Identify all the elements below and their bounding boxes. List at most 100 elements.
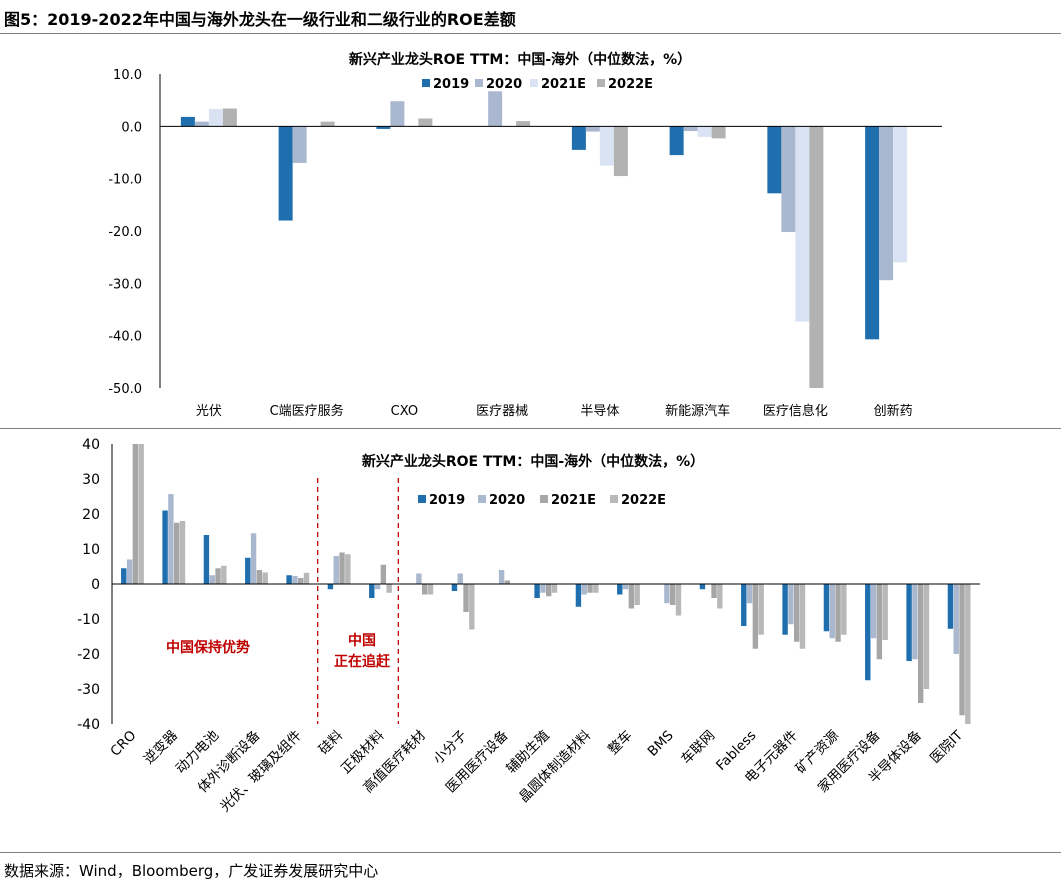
chart-bottom-bar-2021E-16 [794,584,800,642]
source-divider [0,852,1061,853]
chart-top-bar-2019-2 [376,126,391,129]
chart-top-bar-2019-1 [278,126,293,221]
chart-bottom-bar-2022E-10 [551,584,558,593]
chart-top-bar-2021E-6 [795,126,810,322]
chart-bottom-bar-2019-14 [699,584,706,590]
chart-bottom-bar-2021E-3 [256,570,263,584]
chart-top-bar-2019-4 [571,126,586,150]
chart-bottom-bar-2020-7 [416,573,422,584]
chart-top-legend-label-2020: 2020 [486,77,522,92]
chart-top-x-label: 医疗器械 [476,404,528,419]
chart-bottom-bar-2019-0 [121,568,127,584]
chart-top-y-tick: -10.0 [108,173,142,188]
chart-bottom-bar-2019-20 [947,584,954,629]
chart-top-x-label: CXO [391,404,418,419]
chart-bottom-bar-2022E-0 [138,444,144,584]
chart-bottom-title: 新兴产业龙头ROE TTM：中国-海外（中位数法，%） [362,453,704,470]
chart-bottom-bar-2020-1 [168,494,174,584]
chart-bottom-bar-2022E-16 [799,584,806,649]
chart-bottom-bar-2020-18 [870,584,877,639]
chart-bottom-y-tick: 30 [82,472,100,488]
chart-bottom-bar-2020-19 [912,584,918,660]
chart-bottom-bar-2021E-0 [132,444,139,584]
chart-bottom-bar-2021E-4 [298,578,304,584]
chart-bottom-bar-2020-13 [664,584,670,604]
chart-top-legend-swatch-2022E [597,79,605,87]
chart-bottom-bar-2019-15 [741,584,747,626]
title-underline [0,33,1061,34]
chart-bottom-bar-2021E-18 [876,584,883,660]
chart-top-bar-2020-1 [292,126,307,163]
chart-top-bar-2019-0 [180,116,195,127]
chart-top-x-label: C端医疗服务 [270,403,344,419]
chart-bottom-x-label: 硅料 [316,727,347,758]
chart-bottom-bar-2021E-13 [670,584,676,605]
chart-bottom-bar-2022E-13 [675,584,682,616]
chart-top-y-tick: -50.0 [108,382,142,397]
chart-bottom-bar-2022E-17 [841,584,847,635]
chart-top-bar-2020-2 [390,101,405,127]
chart-bottom-y-tick: -30 [77,682,100,698]
chart-bottom-bar-2019-17 [823,584,830,632]
chart-bottom-bar-2022E-5 [345,554,351,584]
chart-bottom-bar-2022E-8 [469,584,475,630]
chart-top-bar-2022E-1 [320,121,335,127]
chart-top-bar-2021E-5 [697,126,712,137]
chart-bottom-bar-2022E-18 [882,584,888,640]
chart-top-x-label: 新能源汽车 [665,403,730,419]
chart-bottom-bar-2019-1 [162,510,168,584]
chart-bottom-bar-2019-6 [369,584,375,598]
chart-bottom-legend-label-2022E: 2022E [621,493,666,508]
chart-top-bar-2021E-7 [893,126,908,263]
chart-bottom-bar-2020-16 [788,584,794,625]
chart-bottom-bar-2020-4 [292,575,298,584]
chart-bottom-bar-2020-10 [540,584,546,593]
chart-top-bar-2019-5 [669,126,684,156]
chart-bottom-y-tick: 10 [82,542,100,558]
chart-bottom-legend-label-2021E: 2021E [551,493,596,508]
chart-bottom-bar-2020-11 [581,584,587,595]
chart-top-bar-2019-7 [865,126,880,340]
source-note: 数据来源：Wind，Bloomberg，广发证券发展研究中心 [4,862,379,880]
chart-bottom-annotation-catchup-2: 正在追赶 [334,653,391,670]
chart-bottom-legend-label-2019: 2019 [429,493,465,508]
chart-bottom-y-tick: 0 [91,577,100,593]
chart-top-bar-2020-5 [683,126,698,132]
chart-bottom: 新兴产业龙头ROE TTM：中国-海外（中位数法，%） 40 30 20 10 0 -10 -… [0,430,1061,850]
chart-top-bar-2022E-0 [222,108,237,127]
chart-bottom-legend-label-2020: 2020 [489,493,525,508]
chart-bottom-svg: 新兴产业龙头ROE TTM：中国-海外（中位数法，%） 40 30 20 10 0 -10 -… [77,437,980,815]
chart-top-bar-2021E-4 [599,126,614,166]
chart-bottom-annotation-lead: 中国保持优势 [166,639,250,656]
chart-bottom-bar-2021E-5 [339,552,345,584]
chart-bottom-bar-2021E-1 [174,522,180,584]
chart-bottom-bar-2022E-12 [634,584,640,605]
chart-bottom-bar-2022E-14 [717,584,723,609]
chart-bottom-bar-2020-2 [209,575,215,584]
chart-bottom-bar-2022E-11 [593,584,599,593]
chart-top-x-label: 光伏 [196,404,222,419]
chart-bottom-bar-2022E-20 [965,584,971,724]
chart-bottom-x-label: CRO [107,728,139,760]
chart-bottom-bar-2020-5 [333,556,339,584]
chart-bottom-y-tick: 20 [82,507,100,523]
chart-bottom-legend-swatch-2019 [418,495,426,503]
chart-top-bar-2019-6 [767,126,782,194]
chart-bottom-legend-swatch-2022E [610,495,618,503]
chart-bottom-legend-swatch-2021E [540,495,548,503]
chart-top-legend-label-2019: 2019 [433,77,469,92]
chart-bottom-x-label: 整车 [604,727,635,758]
chart-top-y-tick: 10.0 [113,68,142,83]
chart-top-x-label: 医疗信息化 [763,403,828,419]
chart-top-y-tick: -30.0 [108,277,142,292]
chart-top-bar-2020-3 [488,91,503,127]
chart-bottom-bar-2021E-14 [711,584,717,598]
chart-bottom-bar-2022E-19 [923,584,930,689]
chart-bottom-bar-2022E-15 [758,584,764,635]
chart-bottom-bar-2022E-6 [386,584,392,593]
chart-top-y-tick: 0.0 [121,120,142,135]
chart-top-bar-2022E-6 [809,126,824,388]
chart-bottom-bar-2019-4 [286,575,292,584]
chart-bottom-bar-2019-16 [782,584,788,635]
chart-bottom-bar-2021E-19 [918,584,924,703]
